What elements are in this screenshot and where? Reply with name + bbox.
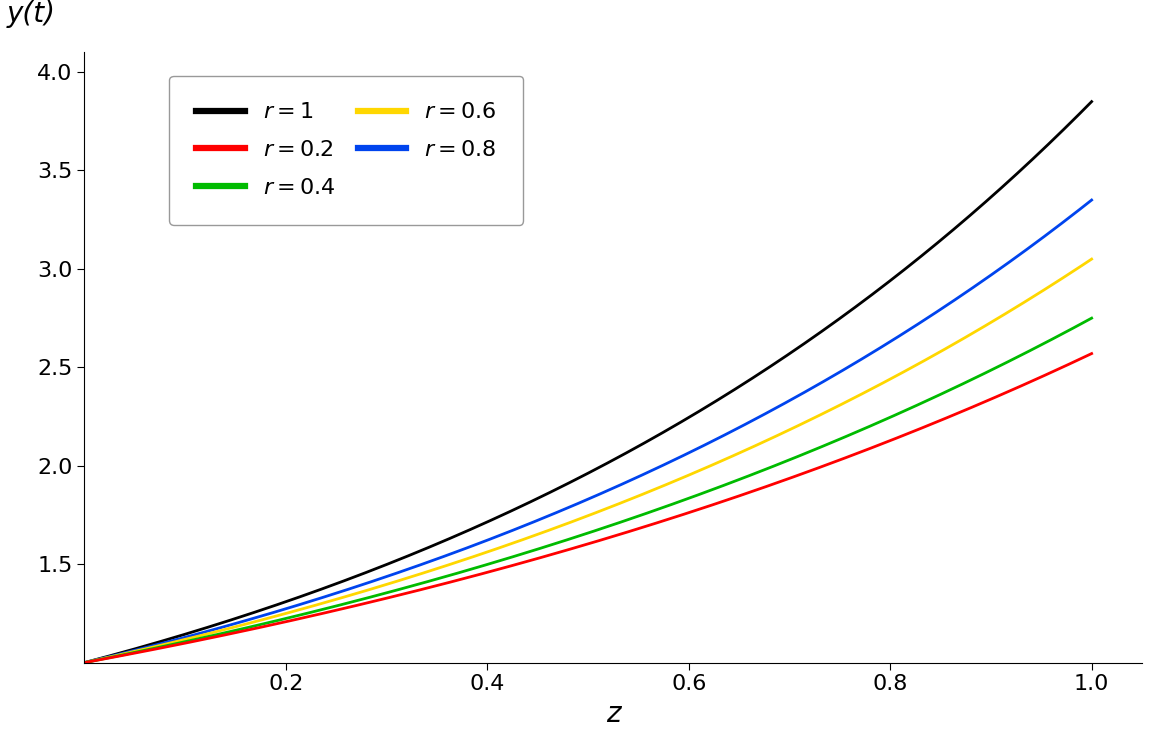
X-axis label: z: z	[606, 700, 620, 728]
Legend: $r = 1$, $r = 0.2$, $r = 0.4$, $r = 0.6$, $r = 0.8$: $r = 1$, $r = 0.2$, $r = 0.4$, $r = 0.6$…	[169, 76, 523, 224]
Y-axis label: y(t): y(t)	[7, 0, 56, 28]
